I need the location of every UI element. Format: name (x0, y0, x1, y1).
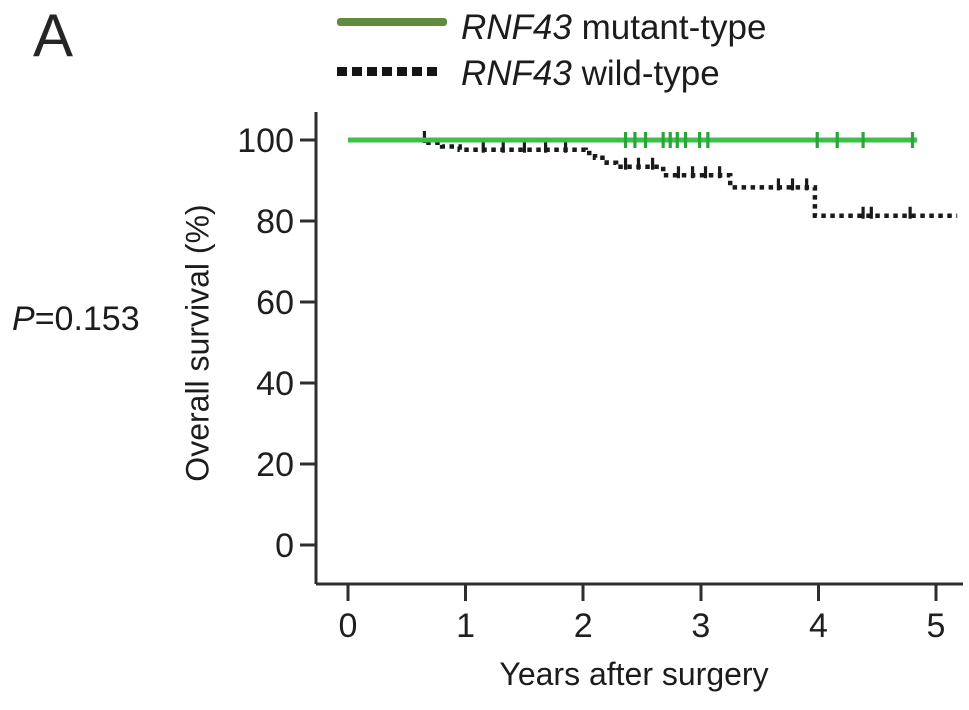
y-tick-label: 80 (256, 203, 294, 241)
x-tick-label: 5 (927, 607, 946, 645)
legend-swatch-solid-line (337, 18, 447, 26)
y-tick-label: 40 (256, 365, 294, 403)
p-value-annotation: P=0.153 (12, 300, 140, 339)
x-tick-label: 4 (809, 607, 828, 645)
x-tick-label: 2 (574, 607, 593, 645)
legend-item-mutant-type: RNF43 mutant-type (461, 8, 766, 48)
y-tick-label: 20 (256, 446, 294, 484)
survival-curve-wild-type (348, 137, 958, 218)
x-tick-label: 1 (456, 607, 475, 645)
legend-gene-name: RNF43 (461, 8, 572, 47)
y-tick-label: 60 (256, 284, 294, 322)
legend-swatch-dotted-line (337, 67, 438, 76)
p-symbol: P (12, 300, 35, 338)
legend-item-wild-type: RNF43 wild-type (461, 54, 720, 94)
legend-item-label: mutant-type (571, 8, 767, 47)
y-tick-label: 100 (237, 122, 294, 160)
x-tick-label: 3 (691, 607, 710, 645)
legend-item-label: wild-type (571, 54, 720, 93)
legend-gene-name: RNF43 (461, 54, 572, 93)
p-value-text: =0.153 (34, 300, 140, 338)
panel-label: A (33, 2, 74, 69)
y-tick-label: 0 (275, 527, 294, 565)
x-axis-title: Years after surgery (499, 656, 769, 692)
x-tick-label: 0 (339, 607, 358, 645)
